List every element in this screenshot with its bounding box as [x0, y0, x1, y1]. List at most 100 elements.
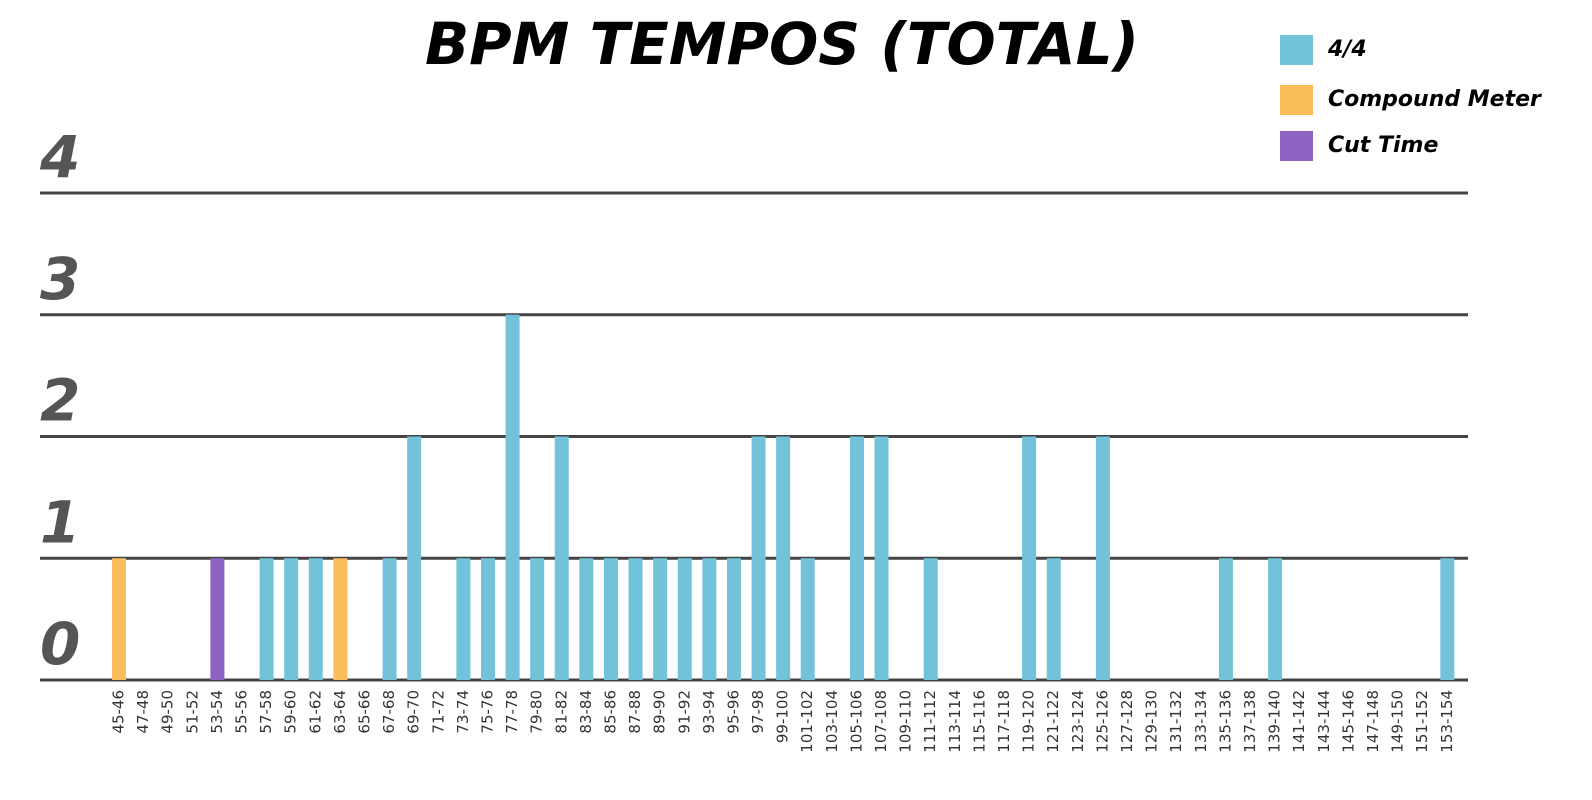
x-tick-label: 93-94 [700, 690, 718, 734]
legend-label: Compound Meter [1328, 87, 1542, 112]
x-tick-label: 67-68 [380, 690, 398, 734]
bar [554, 436, 569, 680]
bar [874, 436, 889, 680]
x-tick-label: 127-128 [1118, 690, 1136, 753]
x-tick-label: 111-112 [921, 690, 939, 753]
x-tick-label: 141-142 [1290, 690, 1308, 753]
x-tick-label: 95-96 [724, 690, 742, 734]
x-tick-label: 121-122 [1044, 690, 1062, 753]
bar [653, 558, 668, 680]
legend-swatch [1280, 131, 1313, 161]
x-tick-label: 139-140 [1266, 690, 1284, 753]
x-tick-label: 149-150 [1389, 690, 1407, 753]
x-tick-label: 117-118 [995, 690, 1013, 753]
bar [751, 436, 766, 680]
x-tick-label: 55-56 [232, 690, 250, 734]
x-tick-label: 89-90 [651, 690, 669, 734]
bar [1095, 436, 1110, 680]
bar [776, 436, 791, 680]
x-tick-label: 105-106 [847, 690, 865, 753]
y-tick-label: 3 [40, 245, 80, 313]
x-tick-label: 151-152 [1413, 690, 1431, 753]
bar [1046, 558, 1061, 680]
x-tick-label: 97-98 [749, 690, 767, 734]
x-tick-label: 147-148 [1364, 690, 1382, 753]
x-tick-label: 81-82 [552, 690, 570, 734]
x-tick-label: 129-130 [1143, 690, 1161, 753]
x-tick-label: 75-76 [478, 690, 496, 734]
x-tick-label: 45-46 [109, 690, 127, 734]
x-tick-label: 113-114 [946, 690, 964, 753]
x-tick-label: 59-60 [282, 690, 300, 734]
legend-swatch [1280, 85, 1313, 115]
x-tick-label: 123-124 [1069, 690, 1087, 753]
bar [677, 558, 692, 680]
x-tick-label: 73-74 [454, 690, 472, 734]
bar [1218, 558, 1233, 680]
chart-title: BPM TEMPOS (TOTAL) [425, 10, 1139, 78]
x-tick-label: 51-52 [183, 690, 201, 734]
bar [308, 558, 323, 680]
x-tick-label: 109-110 [897, 690, 915, 753]
bar [284, 558, 299, 680]
x-tick-label: 115-116 [970, 690, 988, 753]
x-tick-label: 63-64 [331, 690, 349, 734]
x-tick-label: 53-54 [208, 690, 226, 734]
bar [210, 558, 225, 680]
x-tick-label: 143-144 [1315, 690, 1333, 753]
x-tick-label: 57-58 [257, 690, 275, 734]
bar [480, 558, 495, 680]
bar [628, 558, 643, 680]
bar [111, 558, 126, 680]
bar [505, 314, 520, 680]
bar [603, 558, 618, 680]
x-tick-label: 137-138 [1241, 690, 1259, 753]
x-tick-label: 91-92 [675, 690, 693, 734]
bar [726, 558, 741, 680]
bar [259, 558, 274, 680]
x-tick-label: 119-120 [1020, 690, 1038, 753]
bar [1268, 558, 1283, 680]
x-tick-label: 87-88 [626, 690, 644, 734]
legend-swatch [1280, 35, 1313, 65]
y-tick-label: 2 [40, 367, 80, 435]
bar [407, 436, 422, 680]
x-tick-label: 83-84 [577, 690, 595, 734]
x-tick-label: 79-80 [528, 690, 546, 734]
y-tick-label: 4 [39, 123, 80, 191]
x-tick-label: 131-132 [1167, 690, 1185, 753]
x-tick-label: 47-48 [134, 690, 152, 734]
bar [530, 558, 545, 680]
bar [579, 558, 594, 680]
bar [923, 558, 938, 680]
x-tick-label: 103-104 [823, 690, 841, 753]
legend-label: 4/4 [1327, 37, 1367, 62]
bar [382, 558, 397, 680]
x-tick-label: 133-134 [1192, 690, 1210, 753]
bar [456, 558, 471, 680]
x-tick-label: 145-146 [1339, 690, 1357, 753]
y-tick-label: 1 [40, 488, 80, 556]
x-tick-label: 99-100 [774, 690, 792, 743]
bar [1440, 558, 1455, 680]
x-tick-label: 85-86 [601, 690, 619, 734]
x-tick-label: 65-66 [355, 690, 373, 734]
x-tick-label: 77-78 [503, 690, 521, 734]
x-tick-label: 61-62 [306, 690, 324, 734]
x-tick-label: 125-126 [1093, 690, 1111, 753]
x-tick-label: 71-72 [429, 690, 447, 734]
bar [849, 436, 864, 680]
bar [800, 558, 815, 680]
bar [333, 558, 348, 680]
x-tick-label: 135-136 [1216, 690, 1234, 753]
x-tick-label: 153-154 [1438, 690, 1456, 753]
legend-label: Cut Time [1328, 133, 1438, 158]
y-tick-label: 0 [40, 610, 80, 678]
x-tick-label: 107-108 [872, 690, 890, 753]
x-tick-label: 101-102 [798, 690, 816, 753]
x-tick-label: 69-70 [405, 690, 423, 734]
bar [702, 558, 717, 680]
bar [1022, 436, 1037, 680]
x-tick-label: 49-50 [159, 690, 177, 734]
